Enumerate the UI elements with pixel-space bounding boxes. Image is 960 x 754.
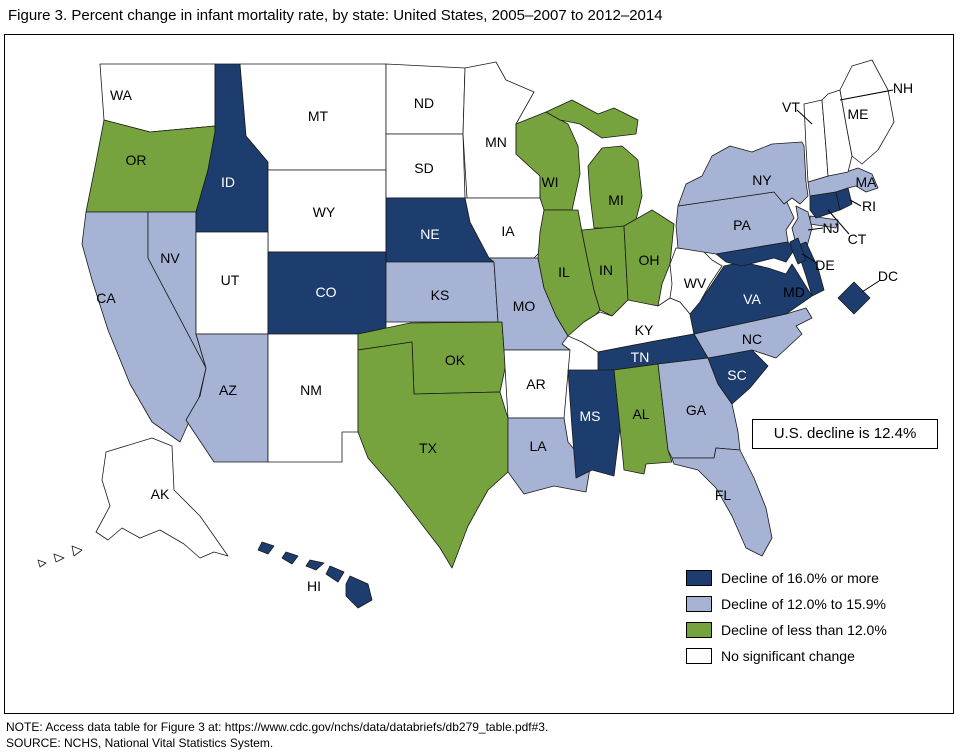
leader-line bbox=[801, 253, 818, 264]
state-HI bbox=[257, 541, 373, 609]
legend-label: No significant change bbox=[721, 648, 855, 664]
state-label-KS: KS bbox=[431, 287, 450, 303]
state-label-RI: RI bbox=[862, 198, 876, 214]
state-FL bbox=[671, 447, 773, 557]
state-label-OR: OR bbox=[126, 152, 147, 168]
legend-swatch-decline-16-plus-icon bbox=[686, 570, 712, 586]
legend-label: Decline of less than 12.0% bbox=[721, 622, 887, 638]
state-label-MA: MA bbox=[856, 174, 878, 190]
state-label-NM: NM bbox=[300, 382, 322, 398]
state-label-OK: OK bbox=[445, 352, 466, 368]
state-MS bbox=[567, 369, 621, 479]
state-label-AL: AL bbox=[632, 406, 649, 422]
state-label-TN: TN bbox=[631, 349, 650, 365]
state-label-WY: WY bbox=[313, 204, 336, 220]
state-label-NJ: NJ bbox=[822, 220, 839, 236]
state-label-VA: VA bbox=[743, 291, 761, 307]
state-label-OH: OH bbox=[639, 252, 660, 268]
leader-line bbox=[861, 280, 880, 293]
state-label-KY: KY bbox=[635, 322, 654, 338]
state-label-IN: IN bbox=[599, 262, 613, 278]
state-MI bbox=[545, 99, 643, 229]
state-AK bbox=[37, 437, 229, 568]
legend-label: Decline of 12.0% to 15.9% bbox=[721, 596, 886, 612]
legend-label: Decline of 16.0% or more bbox=[721, 570, 879, 586]
state-ME bbox=[839, 59, 895, 165]
state-label-AZ: AZ bbox=[219, 382, 237, 398]
state-MD bbox=[715, 241, 825, 297]
state-label-CT: CT bbox=[848, 231, 867, 247]
legend-swatch-decline-12-to-15-9-icon bbox=[686, 596, 712, 612]
state-label-MI: MI bbox=[608, 192, 624, 208]
state-label-WI: WI bbox=[541, 174, 558, 190]
state-DC bbox=[837, 281, 871, 315]
state-label-AR: AR bbox=[526, 376, 545, 392]
state-NC bbox=[693, 307, 813, 359]
state-WV bbox=[669, 247, 723, 315]
state-label-WA: WA bbox=[110, 87, 133, 103]
leader-line bbox=[827, 209, 850, 235]
leader-line bbox=[839, 89, 894, 101]
legend: Decline of 16.0% or more Decline of 12.0… bbox=[686, 570, 887, 674]
state-DE bbox=[789, 237, 807, 265]
state-label-PA: PA bbox=[733, 217, 751, 233]
state-label-CO: CO bbox=[316, 284, 337, 300]
state-RI bbox=[835, 187, 853, 211]
legend-item-decline-less-than-12: Decline of less than 12.0% bbox=[686, 622, 887, 638]
state-label-SC: SC bbox=[727, 367, 746, 383]
state-label-MO: MO bbox=[513, 298, 536, 314]
state-label-NE: NE bbox=[420, 226, 439, 242]
leader-line bbox=[807, 227, 824, 231]
state-label-WV: WV bbox=[684, 275, 707, 291]
state-label-CA: CA bbox=[96, 290, 116, 306]
state-labels: WA OR CA NV ID MT WY UT CO AZ NM ND SD NE KS OK TX MN IA MO… bbox=[96, 80, 913, 594]
state-label-MS: MS bbox=[580, 408, 601, 424]
state-label-NV: NV bbox=[160, 250, 180, 266]
leader-line bbox=[796, 109, 813, 125]
legend-item-no-significant-change: No significant change bbox=[686, 648, 887, 664]
figure-title: Figure 3. Percent change in infant morta… bbox=[8, 7, 663, 24]
state-label-NC: NC bbox=[742, 331, 762, 347]
state-TX bbox=[357, 341, 509, 569]
figure-source: SOURCE: NCHS, National Vital Statistics … bbox=[6, 736, 274, 750]
legend-item-decline-12-to-15-9: Decline of 12.0% to 15.9% bbox=[686, 596, 887, 612]
leader-line bbox=[849, 199, 862, 207]
state-NM bbox=[267, 333, 359, 463]
state-label-MD: MD bbox=[783, 284, 805, 300]
state-label-MN: MN bbox=[485, 134, 507, 150]
state-label-UT: UT bbox=[221, 272, 240, 288]
state-label-ND: ND bbox=[414, 95, 434, 111]
state-label-LA: LA bbox=[529, 438, 547, 454]
state-LA bbox=[507, 417, 591, 495]
state-label-DC: DC bbox=[878, 268, 898, 284]
state-label-MT: MT bbox=[308, 108, 329, 124]
us-decline-annotation: U.S. decline is 12.4% bbox=[752, 419, 938, 449]
state-label-HI: HI bbox=[307, 578, 321, 594]
state-label-VT: VT bbox=[782, 99, 800, 115]
legend-swatch-no-significant-change-icon bbox=[686, 648, 712, 664]
state-label-NY: NY bbox=[752, 172, 772, 188]
state-label-AK: AK bbox=[151, 486, 170, 502]
state-label-ME: ME bbox=[848, 106, 869, 122]
state-label-ID: ID bbox=[221, 174, 235, 190]
state-label-GA: GA bbox=[686, 402, 707, 418]
state-OR bbox=[85, 119, 216, 213]
state-shapes bbox=[37, 59, 895, 609]
state-label-NH: NH bbox=[893, 80, 913, 96]
leader-lines bbox=[796, 89, 894, 293]
state-label-SD: SD bbox=[414, 160, 433, 176]
state-label-IA: IA bbox=[501, 223, 515, 239]
state-label-IL: IL bbox=[558, 264, 570, 280]
state-CT bbox=[809, 191, 841, 219]
legend-swatch-decline-less-than-12-icon bbox=[686, 622, 712, 638]
figure-note: NOTE: Access data table for Figure 3 at:… bbox=[6, 720, 549, 734]
state-label-TX: TX bbox=[419, 440, 438, 456]
state-label-DE: DE bbox=[815, 257, 834, 273]
legend-item-decline-16-plus: Decline of 16.0% or more bbox=[686, 570, 887, 586]
state-label-FL: FL bbox=[715, 487, 732, 503]
